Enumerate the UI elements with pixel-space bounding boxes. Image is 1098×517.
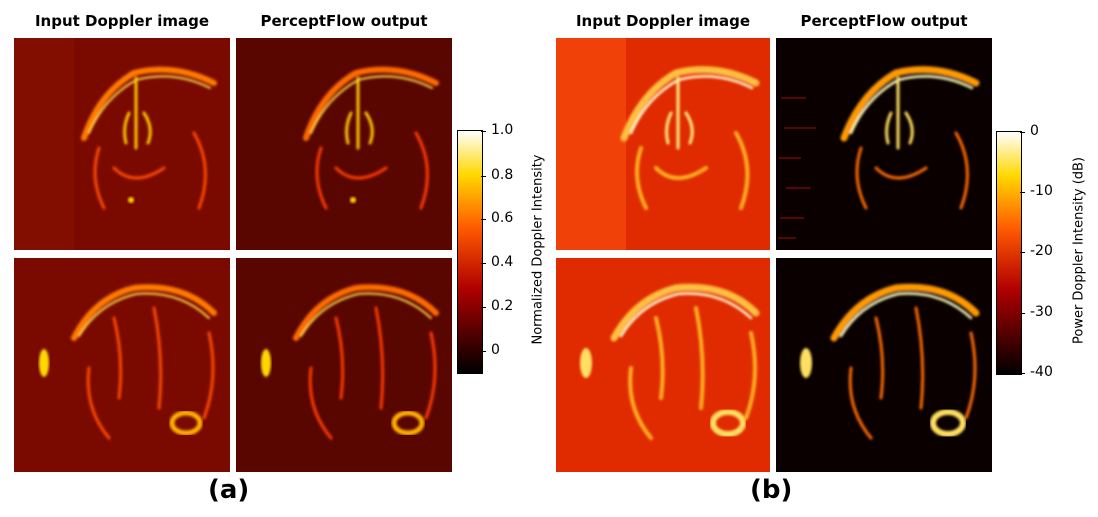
panel-b-output-top-image [776, 38, 992, 250]
panel-a-input-title: Input Doppler image [34, 12, 210, 30]
panel-b-tick-label: -10 [1030, 183, 1053, 199]
panel-a-colorbar-label: Normalized Doppler Intensity [530, 154, 546, 345]
panel-b-output-bottom-image [776, 258, 992, 472]
panel-b-figure-label: (b) [750, 475, 793, 505]
panel-a-output-bottom-image [236, 258, 452, 472]
panel-a-colorbar [457, 130, 483, 374]
panel-b-input-top-image [556, 38, 770, 250]
panel-b-colorbar-label: Power Doppler Intensity (dB) [1071, 156, 1087, 345]
panel-b-input-bottom-image [556, 258, 770, 472]
panel-b-tick-label: -30 [1030, 304, 1053, 320]
panel-a-input-bottom-image [14, 258, 230, 472]
panel-a-tick-label: 0.4 [491, 254, 514, 270]
panel-b-input-title: Input Doppler image [575, 12, 751, 30]
panel-a-tick-label: 0 [491, 342, 500, 358]
panel-b-tick-label: -20 [1030, 243, 1053, 259]
panel-a-output-title: PerceptFlow output [260, 12, 428, 30]
panel-a-output-top-image [236, 38, 452, 250]
panel-a-tick-label: 0.8 [491, 167, 514, 183]
panel-b-output-title: PerceptFlow output [800, 12, 968, 30]
panel-a-input-top-image [14, 38, 230, 250]
panel-a-tick-label: 1.0 [491, 122, 514, 138]
panel-a-tick-label: 0.6 [491, 210, 514, 226]
panel-a-figure-label: (a) [208, 475, 250, 505]
panel-a-tick-label: 0.2 [491, 298, 514, 314]
panel-b-colorbar [996, 131, 1022, 375]
panel-b-tick-label: -40 [1030, 364, 1053, 380]
panel-b-tick-label: 0 [1030, 123, 1039, 139]
